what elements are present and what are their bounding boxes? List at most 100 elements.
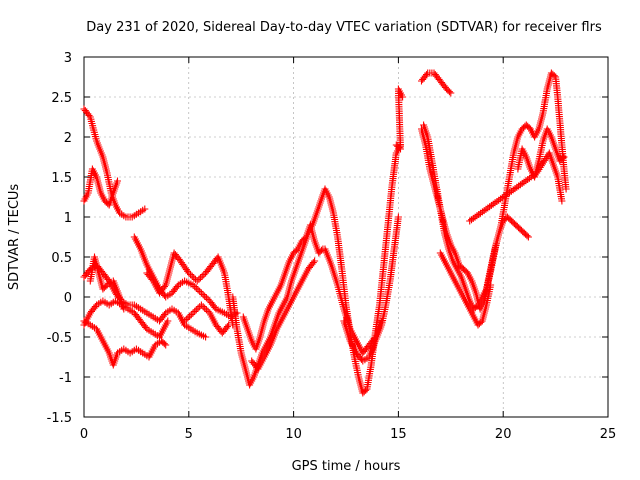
data-point bbox=[204, 307, 212, 315]
data-point bbox=[173, 283, 181, 291]
data-point bbox=[199, 291, 207, 299]
data-point bbox=[559, 154, 567, 162]
data-point bbox=[558, 197, 566, 205]
data-point bbox=[562, 185, 570, 193]
plot-frame bbox=[83, 56, 609, 418]
data-point bbox=[182, 315, 190, 323]
data-point bbox=[202, 306, 210, 314]
series-L bbox=[248, 257, 319, 373]
data-point bbox=[362, 386, 370, 394]
data-point bbox=[423, 71, 430, 79]
data-point bbox=[204, 295, 212, 303]
y-tick-label: -1.5 bbox=[47, 411, 72, 426]
data-point bbox=[550, 72, 558, 80]
series-B bbox=[80, 165, 121, 209]
data-point bbox=[188, 272, 196, 280]
y-tick-label: 0 bbox=[64, 291, 72, 306]
data-point bbox=[447, 89, 455, 97]
series-U bbox=[466, 149, 566, 225]
data-point bbox=[202, 333, 210, 341]
y-tick-label: 1 bbox=[64, 211, 72, 226]
x-axis-label: GPS time / hours bbox=[292, 459, 401, 474]
data-point bbox=[225, 321, 233, 329]
series-I bbox=[181, 301, 233, 337]
series-K bbox=[239, 221, 327, 353]
data-point bbox=[187, 271, 194, 279]
data-point bbox=[181, 317, 189, 325]
data-point bbox=[199, 303, 207, 311]
tick-layer: 0 5 10 15 20 25 -1.5 -1 -0.5 0 0.5 1 1.5 2 2.5 3 bbox=[47, 51, 617, 442]
chart-title: Day 231 of 2020, Sidereal Day-to-day VTE… bbox=[86, 20, 602, 35]
data-point bbox=[164, 317, 172, 325]
marker-layer bbox=[80, 69, 570, 397]
data-point bbox=[187, 311, 195, 319]
data-point bbox=[200, 271, 208, 279]
data-point bbox=[309, 259, 317, 267]
data-point bbox=[195, 275, 203, 283]
series-J bbox=[229, 141, 404, 397]
data-point bbox=[162, 341, 170, 349]
series-A bbox=[80, 105, 149, 221]
data-point bbox=[91, 303, 99, 311]
data-point bbox=[194, 286, 202, 294]
series-P bbox=[418, 69, 455, 97]
data-point bbox=[201, 292, 209, 300]
series-Q bbox=[418, 69, 570, 313]
data-point bbox=[185, 269, 193, 277]
data-point bbox=[524, 233, 532, 241]
y-tick-label: 2.5 bbox=[51, 91, 72, 106]
y-axis-label: SDTVAR / TECUs bbox=[7, 184, 22, 291]
y-tick-label: -1 bbox=[59, 371, 72, 386]
data-point bbox=[161, 283, 168, 291]
x-tick-label: 5 bbox=[185, 427, 193, 442]
data-point bbox=[202, 294, 210, 302]
data-point bbox=[191, 307, 199, 315]
data-point bbox=[114, 177, 121, 185]
data-point bbox=[184, 267, 192, 275]
data-point bbox=[445, 88, 453, 96]
data-point bbox=[192, 284, 200, 292]
data-point bbox=[223, 323, 231, 331]
data-point bbox=[194, 304, 202, 312]
data-point bbox=[394, 213, 402, 221]
series-R bbox=[420, 121, 532, 313]
data-point bbox=[523, 232, 531, 240]
data-point bbox=[197, 301, 205, 309]
y-tick-label: -0.5 bbox=[47, 331, 72, 346]
x-tick-label: 0 bbox=[80, 427, 88, 442]
data-point bbox=[311, 257, 319, 265]
series-D bbox=[80, 317, 170, 369]
data-point bbox=[190, 274, 198, 282]
data-point bbox=[192, 306, 200, 314]
data-point bbox=[104, 275, 112, 283]
data-point bbox=[186, 312, 194, 320]
data-point bbox=[318, 246, 325, 254]
data-point bbox=[85, 111, 93, 119]
data-point bbox=[201, 304, 209, 312]
data-point bbox=[160, 340, 168, 348]
y-tick-label: 0.5 bbox=[51, 251, 72, 266]
data-point bbox=[189, 281, 197, 289]
data-point bbox=[148, 275, 156, 283]
data-point bbox=[120, 305, 128, 313]
data-point bbox=[184, 314, 192, 322]
data-point bbox=[191, 283, 199, 291]
y-tick-label: 1.5 bbox=[51, 171, 72, 186]
data-point bbox=[399, 93, 407, 101]
series-N bbox=[340, 213, 402, 365]
data-point bbox=[142, 323, 150, 331]
data-point bbox=[198, 272, 206, 280]
data-point bbox=[197, 289, 205, 297]
data-point bbox=[487, 281, 495, 289]
series-S bbox=[436, 249, 495, 329]
y-tick-label: 2 bbox=[64, 131, 72, 146]
data-point bbox=[141, 205, 149, 213]
data-point bbox=[161, 311, 168, 319]
x-tick-label: 25 bbox=[600, 427, 617, 442]
series-F bbox=[86, 253, 128, 313]
y-tick-label: 3 bbox=[64, 51, 72, 66]
data-point bbox=[395, 144, 403, 152]
series-O bbox=[392, 85, 407, 153]
data-point bbox=[193, 277, 201, 285]
